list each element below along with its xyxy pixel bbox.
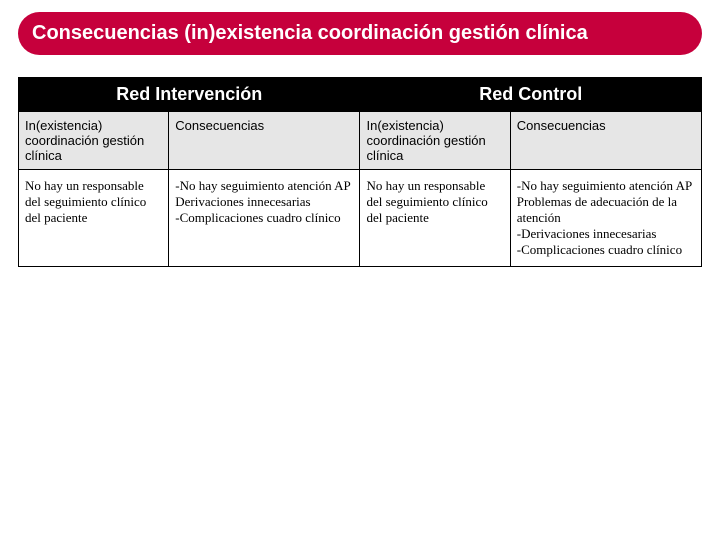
page-title: Consecuencias (in)existencia coordinació… [18, 12, 702, 55]
subheader-control-existencia: In(existencia) coordinación gestión clín… [360, 112, 510, 170]
subheader-control-consecuencias: Consecuencias [510, 112, 701, 170]
sub-header-row: In(existencia) coordinación gestión clín… [19, 112, 702, 170]
slide-root: Consecuencias (in)existencia coordinació… [0, 0, 720, 540]
group-header-control: Red Control [360, 78, 702, 112]
subheader-intervencion-existencia: In(existencia) coordinación gestión clín… [19, 112, 169, 170]
subheader-intervencion-consecuencias: Consecuencias [169, 112, 360, 170]
cell-intervencion-consecuencias: -No hay seguimiento atención APDerivacio… [169, 170, 360, 267]
group-header-intervencion: Red Intervención [19, 78, 360, 112]
group-header-row: Red Intervención Red Control [19, 78, 702, 112]
cell-intervencion-existencia: No hay un responsable del seguimiento cl… [19, 170, 169, 267]
comparison-table: Red Intervención Red Control In(existenc… [18, 77, 702, 267]
cell-control-existencia: No hay un responsable del seguimiento cl… [360, 170, 510, 267]
table-row: No hay un responsable del seguimiento cl… [19, 170, 702, 267]
cell-control-consecuencias: -No hay seguimiento atención APProblemas… [510, 170, 701, 267]
